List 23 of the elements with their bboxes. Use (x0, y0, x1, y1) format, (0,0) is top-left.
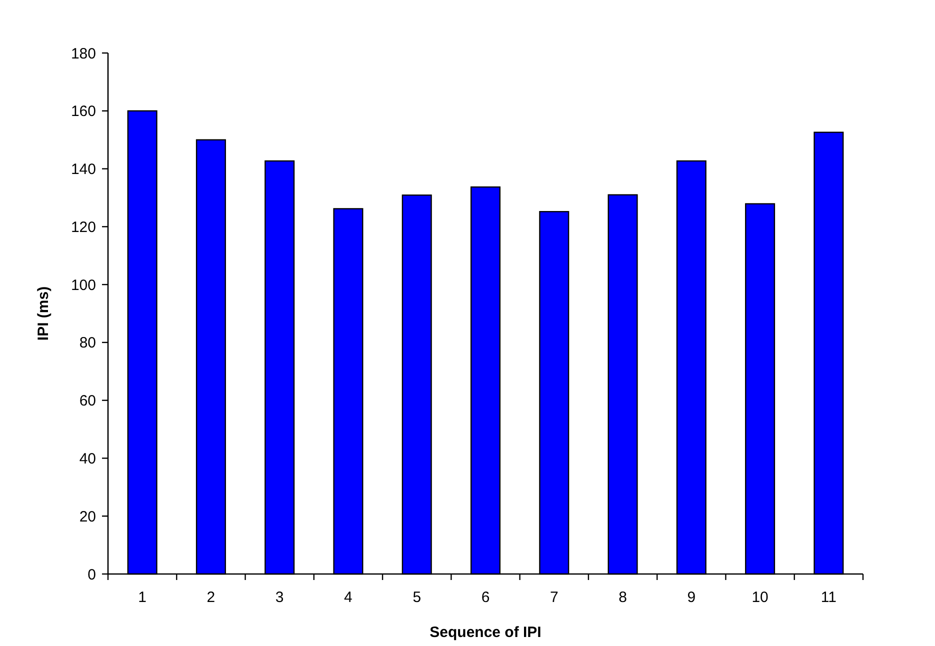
x-tick-label: 7 (550, 589, 558, 606)
y-tick-label: 40 (79, 450, 96, 468)
y-tick-label: 20 (79, 508, 96, 526)
y-tick-label: 100 (70, 276, 96, 294)
x-tick-label: 3 (275, 589, 284, 606)
y-tick-label: 120 (70, 218, 96, 236)
x-tick-label: 8 (618, 589, 627, 606)
y-tick-label: 60 (79, 392, 96, 410)
x-tick-label: 10 (752, 589, 768, 606)
x-tick-label: 11 (820, 589, 836, 606)
y-tick-label: 0 (88, 566, 96, 584)
y-axis-title: IPI (ms) (35, 286, 52, 341)
x-tick-label: 6 (481, 589, 490, 606)
x-tick-label: 9 (687, 589, 696, 606)
x-axis-title: Sequence of IPI (430, 624, 542, 641)
x-tick-label: 5 (412, 589, 422, 606)
x-tick-label: 1 (138, 589, 146, 606)
y-tick-label: 140 (70, 161, 96, 178)
y-tick-label: 180 (70, 45, 96, 62)
x-tick-label: 2 (206, 589, 216, 606)
y-tick-label: 160 (70, 103, 96, 120)
x-tick-label: 4 (344, 589, 352, 606)
y-tick-label: 80 (79, 334, 96, 352)
